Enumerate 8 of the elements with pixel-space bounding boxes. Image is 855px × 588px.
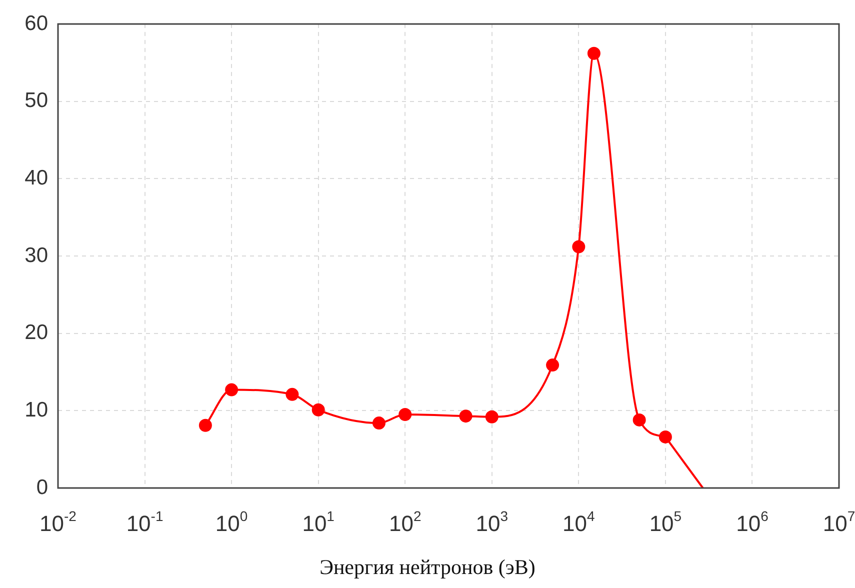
y-tick-label: 30: [24, 244, 48, 267]
y-tick-label: 60: [24, 12, 48, 35]
x-axis-title: Энергия нейтронов (эВ): [318, 555, 536, 580]
y-tick-label: 0: [36, 476, 48, 499]
y-tick-label: 10: [24, 398, 48, 422]
y-tick-label: 40: [24, 166, 48, 190]
y-tick-label: 50: [24, 89, 48, 112]
y-tick-label: 20: [24, 321, 48, 344]
